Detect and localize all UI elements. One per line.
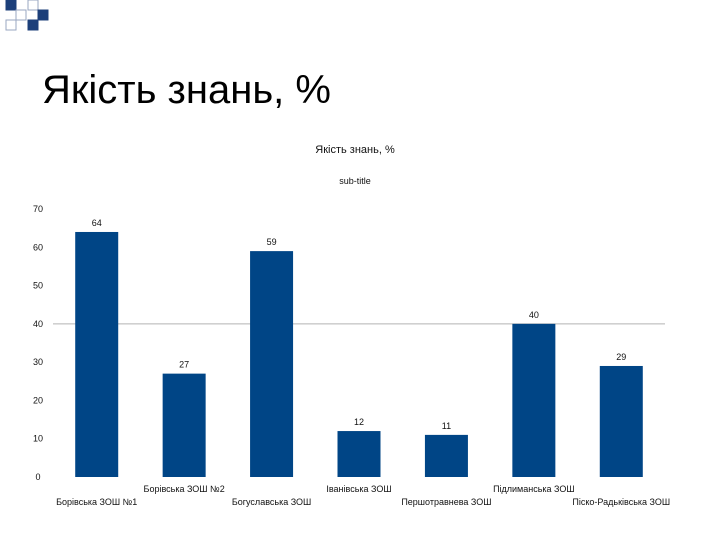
y-tick-label: 40 [33, 319, 43, 329]
bar [75, 231, 119, 477]
y-tick-label: 30 [33, 357, 43, 367]
x-axis-labels: Борівська ЗОШ №1 Борівська ЗОШ №2 Богуслав… [56, 484, 670, 507]
data-label: 64 [92, 218, 102, 228]
bar [337, 431, 381, 477]
x-tick-label: Борівська ЗОШ №2 [144, 484, 225, 494]
data-label: 59 [267, 237, 277, 247]
bar [512, 323, 556, 477]
x-tick-label: Піско-Радьківська ЗОШ [572, 497, 670, 507]
chart-title: Якість знань, % [315, 144, 395, 156]
data-label: 27 [179, 360, 189, 370]
x-tick-label: Богуславська ЗОШ [232, 497, 311, 507]
bar [599, 365, 643, 477]
bar [162, 373, 206, 477]
slide-title: Якість знань, % [42, 68, 331, 112]
deco-square [27, 19, 39, 31]
data-label: 29 [616, 352, 626, 362]
deco-square [5, 0, 17, 11]
deco-square [37, 9, 49, 21]
decorative-squares [5, 0, 49, 31]
bars [75, 231, 643, 477]
deco-square [15, 9, 27, 21]
value-labels: 64 27 59 12 11 40 29 [92, 218, 627, 431]
chart-subtitle: sub-title [339, 176, 371, 186]
y-tick-label: 20 [33, 395, 43, 405]
y-tick-label: 70 [33, 204, 43, 214]
y-tick-label: 50 [33, 281, 43, 291]
data-label: 11 [442, 421, 451, 431]
bar [250, 251, 294, 477]
x-tick-label: Підлиманська ЗОШ [493, 484, 575, 494]
x-tick-label: Іванівська ЗОШ [326, 484, 391, 494]
deco-square [27, 0, 39, 11]
data-label: 40 [529, 310, 539, 320]
y-axis-ticks: 0 10 20 30 40 50 60 70 [33, 204, 43, 482]
y-tick-label: 0 [35, 472, 40, 482]
bar [424, 434, 468, 477]
x-tick-label: Першотравнева ЗОШ [401, 497, 491, 507]
x-tick-label: Борівська ЗОШ №1 [56, 497, 137, 507]
y-tick-label: 10 [33, 434, 43, 444]
data-label: 12 [354, 417, 364, 427]
y-tick-label: 60 [33, 242, 43, 252]
deco-square [5, 19, 17, 31]
